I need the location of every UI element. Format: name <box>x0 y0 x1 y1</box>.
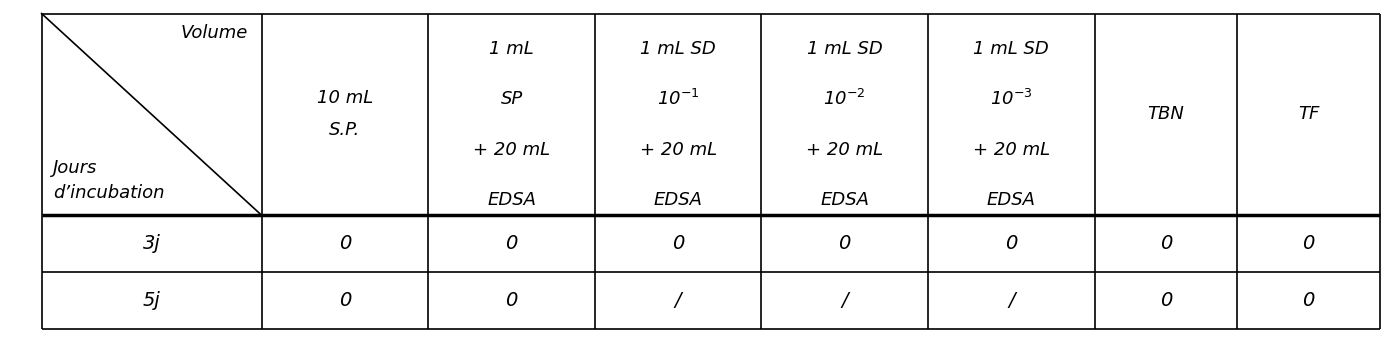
Text: /: / <box>842 291 847 310</box>
Text: 3j: 3j <box>143 234 161 253</box>
Text: TBN: TBN <box>1147 105 1184 123</box>
Text: 10$^{-2}$: 10$^{-2}$ <box>824 89 865 109</box>
Text: /: / <box>1008 291 1014 310</box>
Text: 0: 0 <box>505 234 517 253</box>
Text: 10$^{-1}$: 10$^{-1}$ <box>657 89 699 109</box>
Text: 1 mL SD: 1 mL SD <box>974 40 1049 58</box>
Text: TF: TF <box>1298 105 1319 123</box>
Text: + 20 mL: + 20 mL <box>806 141 884 159</box>
Text: SP: SP <box>501 90 523 108</box>
Text: Jours
d’incubation: Jours d’incubation <box>53 159 164 202</box>
Text: 1 mL SD: 1 mL SD <box>807 40 882 58</box>
Text: 0: 0 <box>1160 234 1172 253</box>
Text: 10$^{-3}$: 10$^{-3}$ <box>990 89 1032 109</box>
Text: 0: 0 <box>338 291 351 310</box>
Text: 10 mL
S.P.: 10 mL S.P. <box>316 89 373 139</box>
Text: 0: 0 <box>671 234 684 253</box>
Text: 0: 0 <box>338 234 351 253</box>
Text: EDSA: EDSA <box>986 191 1036 209</box>
Text: 0: 0 <box>1006 234 1018 253</box>
Text: EDSA: EDSA <box>487 191 535 209</box>
Text: 0: 0 <box>839 234 850 253</box>
Text: /: / <box>675 291 681 310</box>
Text: + 20 mL: + 20 mL <box>972 141 1050 159</box>
Text: 0: 0 <box>1160 291 1172 310</box>
Text: Volume: Volume <box>180 24 248 42</box>
Text: 1 mL: 1 mL <box>490 40 534 58</box>
Text: EDSA: EDSA <box>653 191 703 209</box>
Text: 1 mL SD: 1 mL SD <box>641 40 716 58</box>
Text: + 20 mL: + 20 mL <box>639 141 717 159</box>
Text: 0: 0 <box>505 291 517 310</box>
Text: 0: 0 <box>1302 291 1315 310</box>
Text: + 20 mL: + 20 mL <box>473 141 551 159</box>
Text: 0: 0 <box>1302 234 1315 253</box>
Text: 5j: 5j <box>143 291 161 310</box>
Text: EDSA: EDSA <box>820 191 870 209</box>
